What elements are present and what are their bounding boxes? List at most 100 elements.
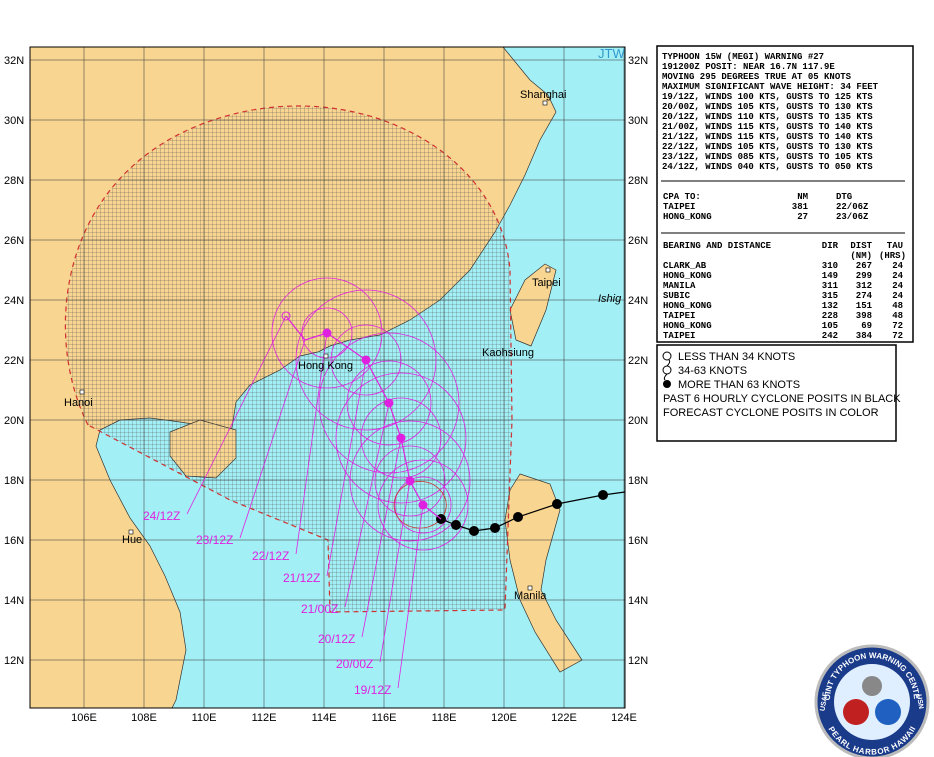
lat-label: 30N bbox=[4, 115, 24, 127]
bearing-cell: HONG_KONG bbox=[663, 321, 712, 331]
wind-radius bbox=[360, 397, 442, 479]
place-label: Taipei bbox=[532, 277, 561, 289]
past-posit bbox=[469, 526, 479, 536]
bearing-header: BEARING AND DISTANCE bbox=[663, 241, 772, 251]
bearing-cell: 24 bbox=[892, 281, 903, 291]
lat-label: 28N bbox=[4, 175, 24, 187]
cpa-cell: 381 bbox=[792, 202, 809, 212]
bearing-cell: 267 bbox=[856, 261, 872, 271]
bearing-cell: MANILA bbox=[663, 281, 696, 291]
bearing-cell: TAIPEI bbox=[663, 311, 695, 321]
legend-text: PAST 6 HOURLY CYCLONE POSITS IN BLACK bbox=[663, 393, 901, 405]
forecast-leader bbox=[186, 315, 287, 515]
forecast-leader bbox=[295, 332, 328, 555]
bearing-header: DIST bbox=[850, 241, 872, 251]
lat-label: 12N bbox=[4, 655, 24, 667]
forecast-leader bbox=[239, 339, 306, 539]
bearing-subheader: (NM) bbox=[850, 251, 872, 261]
bearing-cell: SUBIC bbox=[663, 291, 691, 301]
lon-label: 114E bbox=[312, 712, 337, 724]
bearing-cell: 398 bbox=[856, 311, 872, 321]
cpa-cell: 27 bbox=[797, 212, 808, 222]
lat-label: 18N bbox=[4, 475, 24, 487]
bearing-cell: 48 bbox=[892, 311, 903, 321]
forecast-label: 20/12Z bbox=[318, 632, 355, 646]
forecast-leader bbox=[326, 359, 367, 577]
lat-label: 32N bbox=[4, 55, 24, 67]
place-label: Manila bbox=[514, 590, 547, 602]
wind-radius bbox=[349, 420, 471, 542]
city-dot bbox=[323, 353, 329, 359]
warning-line: 20/12Z, WINDS 110 KTS, GUSTS TO 135 KTS bbox=[662, 112, 873, 122]
past-posit bbox=[490, 523, 500, 533]
lon-label: 122E bbox=[551, 712, 577, 724]
bearing-cell: 105 bbox=[822, 321, 838, 331]
taiwan bbox=[509, 263, 557, 347]
bearing-cell: 312 bbox=[856, 281, 872, 291]
wind-radius bbox=[318, 332, 460, 474]
place-label: Hanoi bbox=[64, 397, 93, 409]
legend-symbol bbox=[662, 351, 672, 361]
lat-label: 30N bbox=[628, 115, 648, 127]
bearing-cell: 72 bbox=[892, 321, 903, 331]
bearing-cell: 151 bbox=[856, 301, 873, 311]
bearing-cell: 24 bbox=[892, 291, 903, 301]
warning-line: MOVING 295 DEGREES TRUE AT 05 KNOTS bbox=[662, 72, 852, 82]
forecast-leader bbox=[361, 437, 402, 638]
lon-label: 118E bbox=[432, 712, 457, 724]
lat-label: 12N bbox=[628, 655, 648, 667]
past-posit bbox=[451, 520, 461, 530]
forecast-label: 21/00Z bbox=[301, 602, 338, 616]
city-dot bbox=[545, 267, 551, 273]
warning-line: 22/12Z, WINDS 105 KTS, GUSTS TO 130 KTS bbox=[662, 142, 873, 152]
past-posit bbox=[552, 499, 562, 509]
wind-radius bbox=[295, 289, 437, 431]
forecast-label: 23/12Z bbox=[196, 533, 233, 547]
lat-label: 26N bbox=[628, 235, 648, 247]
city-dot bbox=[527, 585, 533, 591]
grid bbox=[30, 47, 625, 708]
wind-radius bbox=[374, 445, 446, 517]
place-label: Hue bbox=[122, 534, 142, 546]
lat-label: 20N bbox=[4, 415, 24, 427]
warning-line: TYPHOON 15W (MEGI) WARNING #27 bbox=[662, 52, 824, 62]
wind-radius bbox=[330, 324, 402, 396]
lat-label: 18N bbox=[628, 475, 648, 487]
forecast-label: 24/12Z bbox=[143, 509, 180, 523]
warning-line: 191200Z POSIT: NEAR 16.7N 117.9E bbox=[662, 62, 835, 72]
place-label: Ishig bbox=[598, 293, 622, 305]
city-dot bbox=[79, 389, 85, 395]
cpa-header: CPA TO: bbox=[663, 192, 701, 202]
track: 24/12Z 23/12Z 22/12Z 21/12Z 21/00Z 20/12Z 20/0… bbox=[143, 311, 625, 697]
past-posit bbox=[598, 490, 608, 500]
lon-label: 108E bbox=[131, 712, 157, 724]
legend-text: FORECAST CYCLONE POSITS IN COLOR bbox=[663, 407, 879, 419]
legend-text: 34-63 KNOTS bbox=[678, 365, 747, 377]
cpa-cell: 22/06Z bbox=[836, 202, 868, 212]
bearing-cell: 132 bbox=[822, 301, 838, 311]
lon-label: 116E bbox=[372, 712, 397, 724]
lon-label: 110E bbox=[192, 712, 217, 724]
forecast-label: 19/12Z bbox=[354, 683, 391, 697]
warning-line: 19/12Z, WINDS 100 KTS, GUSTS TO 125 KTS bbox=[662, 92, 873, 102]
wind-radius bbox=[377, 459, 469, 551]
wind-radius bbox=[335, 372, 467, 504]
bearing-cell: 24 bbox=[892, 271, 903, 281]
wind-radius bbox=[393, 481, 447, 529]
legend-symbol bbox=[662, 359, 672, 381]
past-posit bbox=[513, 512, 523, 522]
warning-line: 24/12Z, WINDS 040 KTS, GUSTS TO 050 KTS bbox=[662, 162, 873, 172]
lat-label: 16N bbox=[4, 535, 24, 547]
lon-label: 124E bbox=[611, 712, 637, 724]
bearing-cell: 274 bbox=[856, 291, 873, 301]
place-label: Kaohsiung bbox=[482, 347, 534, 359]
lat-label: 22N bbox=[628, 355, 648, 367]
warning-line: MAXIMUM SIGNIFICANT WAVE HEIGHT: 34 FEET bbox=[662, 82, 879, 92]
forecast-label: 22/12Z bbox=[252, 549, 289, 563]
cpa-header: NM bbox=[797, 192, 808, 202]
warning-line: 21/12Z, WINDS 115 KTS, GUSTS TO 140 KTS bbox=[662, 132, 873, 142]
bearing-header: DIR bbox=[822, 241, 839, 251]
lat-label: 22N bbox=[4, 355, 24, 367]
cpa-header: DTG bbox=[836, 192, 852, 202]
